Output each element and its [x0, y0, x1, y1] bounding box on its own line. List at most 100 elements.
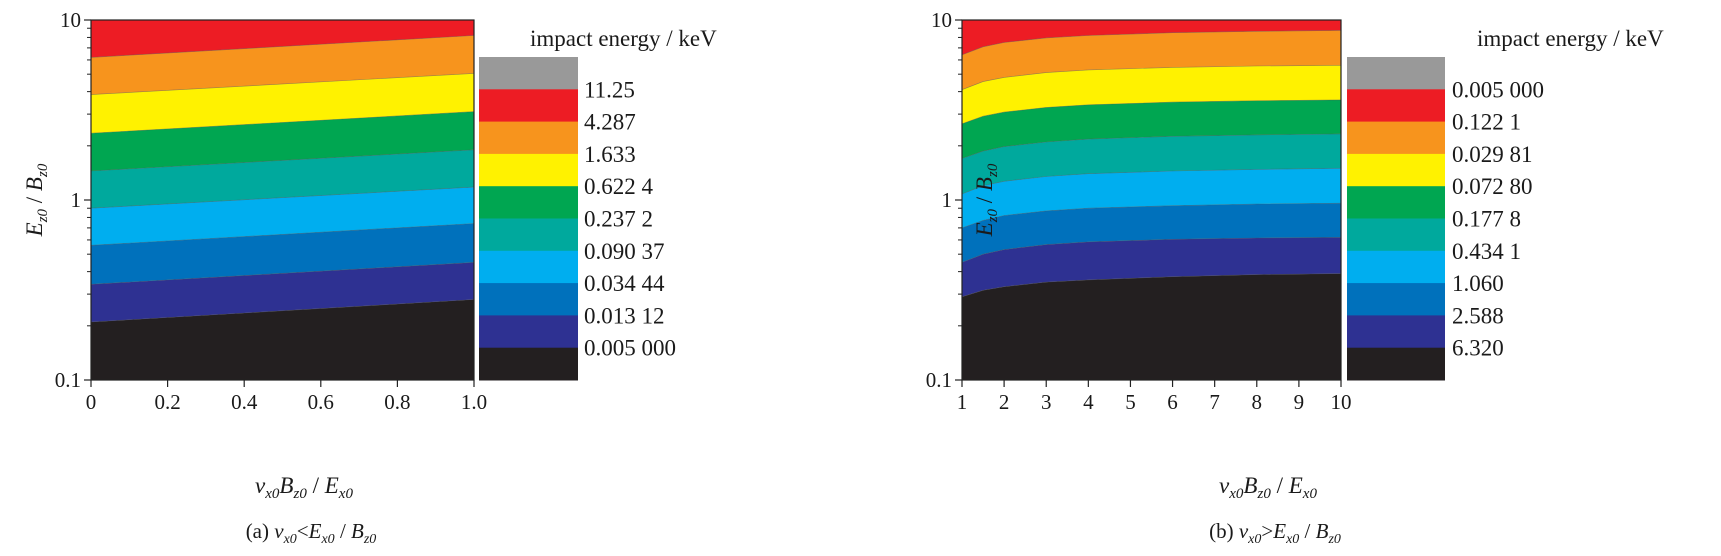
contour-band [91, 299, 474, 380]
contour-line [961, 168, 1342, 195]
contour-line [961, 30, 1342, 56]
contour-band [962, 20, 1341, 55]
colorbar-swatch [1347, 315, 1445, 349]
panel-a: 0 0.2 0.4 0.6 0.8 1.0 0.1 1 10 11.25 4.287 1.633 0.… [22, 8, 717, 547]
x-tick-label: 10 [1331, 390, 1352, 414]
contour-line [90, 262, 475, 285]
colorbar-level-label: 11.25 [584, 77, 635, 102]
colorbar-swatch [1347, 89, 1445, 123]
contour-band [962, 237, 1341, 297]
y-tick-label: 1 [71, 188, 82, 212]
contour-band [962, 99, 1341, 159]
colorbar-swatch [1347, 121, 1445, 155]
colorbar-swatch [479, 153, 578, 187]
x-tick-label: 0.2 [154, 390, 180, 414]
contour-band [91, 111, 474, 171]
colorbar-swatch [479, 283, 578, 316]
x-tick-label: 6 [1167, 390, 1178, 414]
colorbar-swatch [1347, 186, 1445, 219]
contour-line [90, 111, 475, 134]
contour-band [962, 30, 1341, 90]
contour-line [961, 237, 1342, 263]
x-tick-label: 3 [1041, 390, 1052, 414]
contour-band [962, 273, 1341, 380]
colorbar-swatch [479, 186, 578, 219]
contour-plot-a: 0 0.2 0.4 0.6 0.8 1.0 0.1 1 10 [55, 8, 487, 414]
contour-line [90, 149, 475, 172]
colorbar-b: 0.005 000 0.122 1 0.029 81 0.072 80 0.177 8 0… [1347, 57, 1544, 381]
colorbar-level-label: 2.588 [1452, 303, 1504, 328]
colorbar-level-label: 0.434 1 [1452, 239, 1521, 264]
contour-line [961, 273, 1342, 298]
colorbar-swatch [1347, 347, 1445, 381]
x-tick-label: 7 [1209, 390, 1220, 414]
colorbar-level-label: 0.622 4 [584, 174, 654, 199]
contour-line [90, 223, 475, 246]
x-tick-label: 1 [957, 390, 968, 414]
x-axis-label-b: vx0Bz0 / Ex0 [1219, 473, 1317, 502]
contour-band [91, 149, 474, 209]
contour-line [90, 186, 475, 209]
colorbar-level-label: 0.013 12 [584, 303, 665, 328]
colorbar-swatch [1347, 283, 1445, 316]
colorbar-swatch [1347, 250, 1445, 284]
contour-line [961, 65, 1342, 90]
contour-band [91, 187, 474, 246]
y-tick-label: 0.1 [55, 368, 81, 392]
contour-line [90, 73, 475, 95]
x-tick-label: 0 [86, 390, 97, 414]
colorbar-level-label: 0.072 80 [1452, 174, 1533, 199]
contour-band [962, 168, 1341, 228]
contour-band [91, 223, 474, 285]
y-tick-label: 10 [60, 8, 81, 32]
contour-band [962, 65, 1341, 124]
colorbar-swatch [1347, 57, 1445, 90]
colorbar-level-label: 0.005 000 [584, 336, 676, 361]
caption-a: (a) vx0<Ex0 / Bz0 [246, 519, 377, 547]
contour-line [90, 299, 475, 323]
colorbar-title-a: impact energy / keV [530, 26, 717, 51]
colorbar-swatch [479, 57, 578, 90]
contour-band [91, 73, 474, 134]
caption-b: (b) vx0>Ex0 / Bz0 [1209, 519, 1341, 547]
contour-line [961, 99, 1342, 125]
colorbar-swatch [1347, 153, 1445, 187]
x-axis-label-a: vx0Bz0 / Ex0 [255, 473, 353, 502]
colorbar-a: 11.25 4.287 1.633 0.622 4 0.237 2 0.090 37 0.0… [479, 57, 676, 381]
contour-band [91, 262, 474, 322]
x-tick-label: 5 [1125, 390, 1136, 414]
colorbar-swatch [479, 121, 578, 155]
contour-line [961, 133, 1342, 159]
x-tick-label: 9 [1294, 390, 1305, 414]
x-tick-label: 0.8 [384, 390, 410, 414]
colorbar-swatch [479, 315, 578, 349]
colorbar-level-label: 0.177 8 [1452, 207, 1521, 232]
colorbar-swatch [479, 89, 578, 123]
contour-band [962, 203, 1341, 263]
y-tick-label: 10 [931, 8, 952, 32]
y-axis-label-a: Ez0 / Bz0 [22, 163, 51, 237]
colorbar-level-label: 0.090 37 [584, 239, 665, 264]
y-axis-label-b: Ez0 / Bz0 [972, 163, 1001, 237]
x-tick-label: 0.6 [308, 390, 334, 414]
colorbar-level-label: 0.237 2 [584, 207, 653, 232]
colorbar-level-label: 0.005 000 [1452, 77, 1544, 102]
colorbar-level-label: 1.060 [1452, 271, 1504, 296]
colorbar-level-label: 0.034 44 [584, 271, 665, 296]
x-tick-label: 8 [1252, 390, 1263, 414]
colorbar-level-label: 0.122 1 [1452, 110, 1521, 135]
contour-band [91, 35, 474, 95]
colorbar-title-b: impact energy / keV [1477, 26, 1664, 51]
colorbar-swatch [479, 218, 578, 252]
colorbar-level-label: 4.287 [584, 110, 636, 135]
y-tick-label: 0.1 [926, 368, 952, 392]
x-tick-label: 1.0 [461, 390, 487, 414]
y-tick-label: 1 [942, 188, 953, 212]
colorbar-level-label: 6.320 [1452, 336, 1504, 361]
contour-line [961, 202, 1342, 229]
colorbar-swatch [479, 250, 578, 284]
x-tick-label: 2 [999, 390, 1010, 414]
